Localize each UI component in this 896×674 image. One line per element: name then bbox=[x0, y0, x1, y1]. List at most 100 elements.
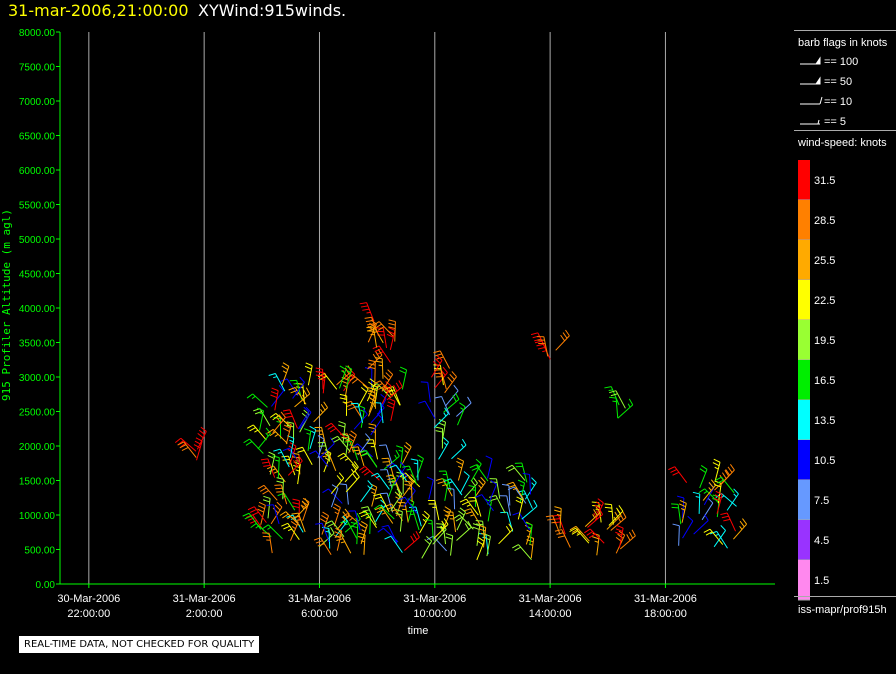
barb-staff bbox=[353, 413, 368, 430]
barb-feather bbox=[525, 522, 533, 526]
barb-feather bbox=[461, 501, 469, 506]
barb-feather bbox=[375, 383, 383, 388]
barb-feather bbox=[348, 406, 356, 411]
wind-barb bbox=[433, 407, 449, 429]
wind-barb bbox=[348, 510, 361, 531]
barb-half-feather bbox=[277, 451, 282, 454]
barb-feather bbox=[692, 491, 700, 495]
wind-barb bbox=[388, 319, 396, 342]
wind-barb bbox=[373, 380, 394, 397]
speed-swatch bbox=[798, 360, 810, 400]
barb-feather bbox=[262, 499, 270, 503]
barb-feather bbox=[262, 490, 269, 495]
barb-half-feather bbox=[365, 516, 370, 519]
wind-barb bbox=[435, 426, 444, 449]
barb-half-feather bbox=[380, 504, 385, 508]
wind-barb bbox=[291, 512, 306, 533]
barb-feather bbox=[353, 461, 359, 468]
barb-feather bbox=[303, 428, 311, 432]
speed-swatch bbox=[798, 240, 810, 280]
barb-feather bbox=[377, 527, 384, 533]
barb-half-feather bbox=[287, 516, 291, 520]
wind-barb bbox=[315, 522, 330, 543]
barb-feather bbox=[361, 452, 369, 457]
barb-feather bbox=[387, 477, 395, 481]
wind-barb bbox=[325, 520, 345, 537]
barb-feather bbox=[248, 517, 255, 521]
barb-staff bbox=[357, 443, 373, 458]
wind-barb bbox=[419, 510, 430, 534]
wind-barb bbox=[276, 477, 284, 500]
wind-barb bbox=[376, 327, 388, 349]
wind-barb bbox=[386, 327, 396, 351]
barb-feather bbox=[327, 529, 332, 536]
barb-feather bbox=[471, 467, 479, 471]
wind-barb bbox=[434, 369, 447, 390]
barb-feather bbox=[508, 484, 516, 489]
barb-feather bbox=[361, 506, 369, 509]
barb-feather bbox=[469, 464, 477, 469]
y-tick-label: 3000.00 bbox=[19, 373, 56, 384]
barb-feather bbox=[352, 473, 358, 480]
speed-scale-label: 28.5 bbox=[814, 215, 835, 227]
barb-feather bbox=[455, 392, 460, 400]
barb-feather bbox=[506, 481, 514, 486]
barb-staff bbox=[354, 510, 361, 531]
barb-staff bbox=[315, 450, 329, 467]
wind-barb bbox=[270, 387, 279, 411]
barb-feather bbox=[256, 407, 264, 412]
y-tick-label: 6000.00 bbox=[19, 166, 56, 177]
barb-legend-row: == 10 bbox=[800, 96, 852, 108]
barb-feather bbox=[725, 469, 731, 476]
wind-barb bbox=[272, 411, 286, 434]
wind-barb bbox=[389, 464, 408, 483]
barb-feather bbox=[345, 365, 352, 370]
barb-half-feather bbox=[442, 484, 447, 487]
barb-half-feather bbox=[342, 401, 347, 404]
barb-feather bbox=[282, 362, 290, 367]
barb-feather bbox=[351, 463, 357, 471]
barb-feather bbox=[434, 353, 442, 357]
barb-feather bbox=[434, 396, 442, 399]
y-tick-label: 2500.00 bbox=[19, 408, 56, 419]
barb-legend-feather bbox=[819, 96, 823, 105]
barb-feather bbox=[554, 506, 562, 509]
barb-feather bbox=[733, 488, 739, 495]
barb-feather bbox=[677, 495, 685, 499]
wind-barb bbox=[294, 498, 310, 519]
barb-feather bbox=[455, 516, 463, 522]
barb-feather bbox=[668, 466, 675, 471]
legend: barb flags in knots == 100 == 50 == 10 == 5… bbox=[794, 30, 896, 616]
wind-barb bbox=[672, 523, 680, 546]
barb-half-feather bbox=[360, 409, 365, 412]
barb-feather bbox=[376, 509, 384, 514]
wind-barb bbox=[243, 438, 264, 454]
barb-feather bbox=[242, 512, 250, 517]
wind-barb bbox=[703, 528, 724, 545]
barb-half-feather bbox=[733, 493, 737, 498]
barb-feather bbox=[281, 522, 288, 527]
x-tick-time: 2:00:00 bbox=[186, 608, 223, 620]
barb-feather bbox=[195, 437, 203, 442]
barb-staff bbox=[459, 475, 470, 494]
wind-barb bbox=[515, 496, 524, 520]
barb-feather bbox=[386, 404, 394, 409]
barb-half-feather bbox=[407, 487, 412, 490]
wind-barb bbox=[338, 420, 346, 444]
wind-barb bbox=[678, 499, 687, 523]
barb-feather bbox=[295, 457, 301, 464]
y-axis-label: 915 Profiler Altitude (m agl) bbox=[0, 209, 13, 401]
barb-feather bbox=[616, 507, 621, 514]
barb-feather bbox=[298, 454, 303, 462]
barb-feather bbox=[383, 384, 390, 390]
barb-feather bbox=[592, 536, 599, 540]
barb-feather bbox=[724, 469, 730, 477]
barb-feather bbox=[362, 408, 368, 415]
barb-staff bbox=[432, 535, 448, 552]
barb-feather bbox=[335, 527, 342, 532]
barb-feather bbox=[309, 425, 317, 431]
barb-feather bbox=[446, 487, 454, 490]
barb-feather bbox=[418, 400, 426, 404]
barb-half-feather bbox=[460, 443, 464, 448]
barb-legend-label: == 100 bbox=[824, 56, 858, 68]
